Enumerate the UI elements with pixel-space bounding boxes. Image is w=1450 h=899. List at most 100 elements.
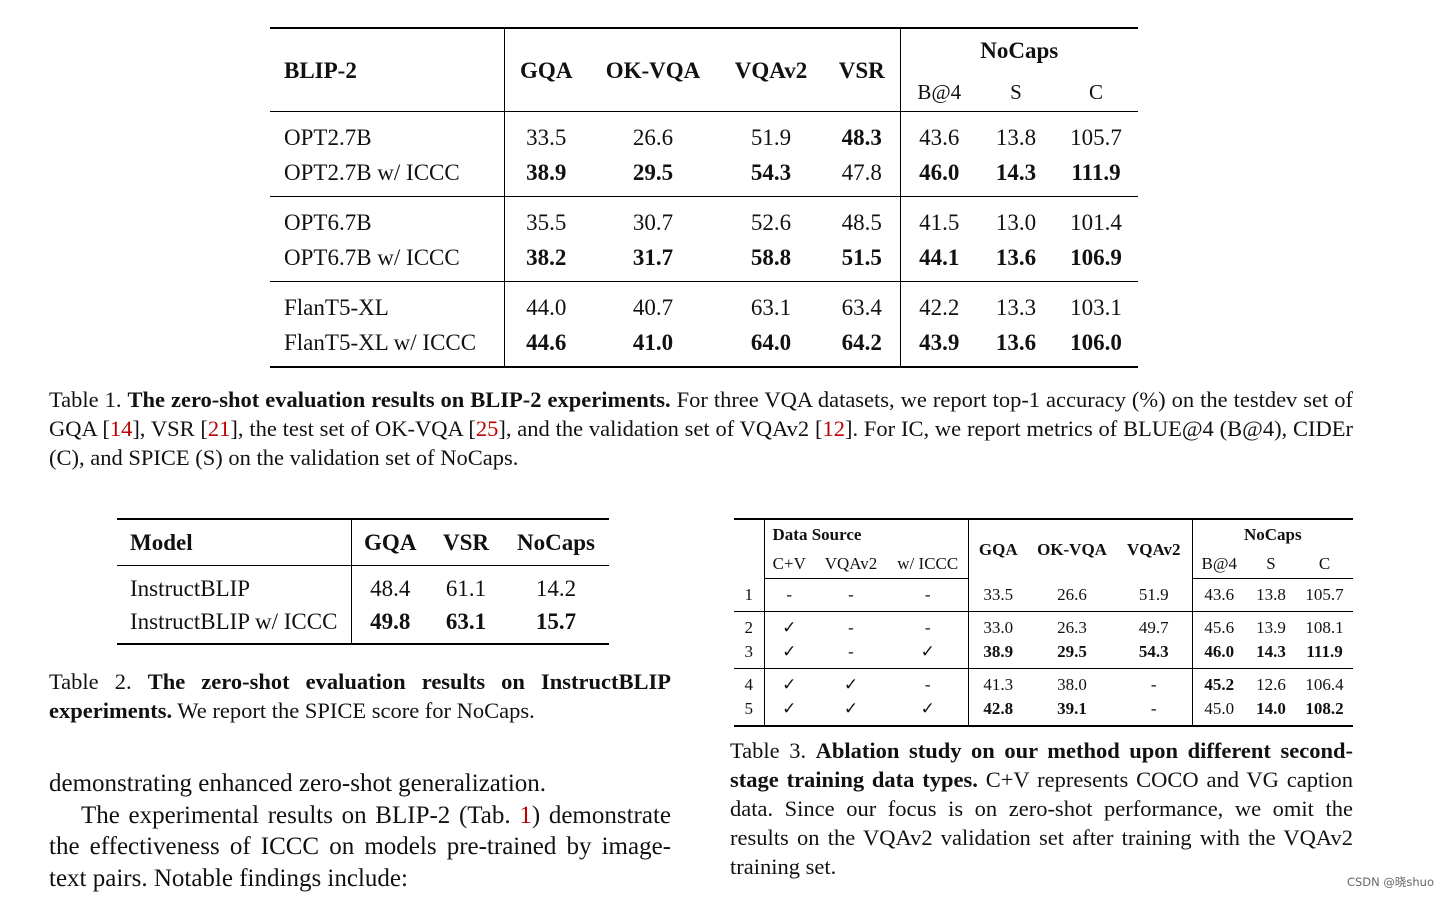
cell: 105.7 — [1070, 125, 1122, 150]
t1-header-vqav2: VQAv2 — [718, 28, 824, 112]
row-label: OPT2.7B w/ ICCC — [270, 155, 505, 197]
cell: 41.5 — [919, 210, 960, 235]
cell: 106.9 — [1054, 240, 1138, 282]
cell: 111.9 — [1054, 155, 1138, 197]
t2-header-vsr: VSR — [429, 519, 503, 566]
t2-header-model: Model — [117, 519, 352, 566]
cell: ✓ — [843, 675, 859, 694]
cell: 63.1 — [750, 295, 792, 320]
t3-header-gqa: GQA — [967, 519, 1029, 579]
cell: 33.5 — [526, 125, 567, 150]
t1-header-okvqa: OK-VQA — [588, 28, 718, 112]
cell: 51.9 — [750, 125, 792, 150]
body-text: ) demonstrate the effectiveness of ICCC … — [49, 801, 671, 892]
table-row: 2 ✓ - - 33.0 26.3 49.7 45.6 13.9 108.1 — [734, 611, 1353, 640]
caption-text: ], the test set of OK-VQA [ — [230, 416, 476, 441]
t3-header-b4: B@4 — [1192, 549, 1247, 579]
cell: 33.0 — [983, 618, 1014, 637]
cell: 46.0 — [900, 155, 978, 197]
caption-title: Ablation study on our method upon differ… — [730, 738, 1353, 792]
cell: 38.9 — [504, 155, 588, 197]
cell: 47.8 — [824, 155, 901, 197]
row-id: 3 — [734, 640, 765, 669]
t1-header-model: BLIP-2 — [270, 28, 505, 112]
table-3-caption: Table 3. Ablation study on our method up… — [730, 736, 1353, 881]
cell: 14.2 — [535, 576, 577, 601]
cell: - — [814, 578, 888, 612]
cell: ✓ — [782, 675, 797, 694]
cell: 26.3 — [1057, 618, 1087, 637]
cell: 29.5 — [1028, 640, 1117, 669]
cell: 41.3 — [983, 675, 1014, 694]
cell: ✓ — [888, 697, 969, 726]
cell: 43.9 — [919, 330, 960, 355]
caption-label: Table 3. — [730, 738, 816, 763]
t2-header-nocaps: NoCaps — [503, 519, 609, 566]
t3-header-cv: C+V — [764, 549, 814, 579]
cell: 41.0 — [632, 330, 674, 355]
t3-header-okvqa: OK-VQA — [1037, 539, 1107, 559]
cell: 51.5 — [824, 240, 901, 282]
table-row: 5 ✓ ✓ ✓ 42.8 39.1 - 45.0 14.0 108.2 — [734, 697, 1353, 726]
cell: 63.4 — [824, 281, 901, 325]
row-label: OPT2.7B — [270, 111, 505, 155]
cell: - — [1116, 697, 1193, 726]
cell: 49.7 — [1116, 611, 1193, 640]
t3-header-data-source: Data Source — [772, 525, 862, 544]
cell: 14.3 — [978, 155, 1054, 197]
cell: 52.6 — [750, 210, 792, 235]
table-1-caption: Table 1. The zero-shot evaluation result… — [49, 385, 1353, 472]
cell: ✓ — [764, 640, 814, 669]
body-paragraph: demonstrating enhanced zero-shot general… — [49, 768, 671, 894]
table-row: FlanT5-XL 44.0 40.7 63.1 63.4 42.2 13.3 … — [270, 281, 1138, 325]
table-1: BLIP-2 GQA OK-VQA VQAv2 VSR NoCaps B@4 S… — [270, 27, 1138, 368]
cell: 38.9 — [968, 640, 1029, 669]
cell: ✓ — [782, 618, 797, 637]
table-row: 3 ✓ - ✓ 38.9 29.5 54.3 46.0 14.3 111.9 — [734, 640, 1354, 669]
caption-text: ]. For IC, we report metrics of BLUE@4 (… — [49, 416, 1353, 470]
table-row: InstructBLIP 48.4 61.1 14.2 — [117, 565, 609, 605]
cell: 13.8 — [1246, 578, 1297, 612]
cell: - — [764, 578, 814, 612]
table-2: Model GQA VSR NoCaps InstructBLIP 48.4 6… — [117, 518, 609, 645]
t3-header-c: C — [1296, 549, 1354, 579]
cell: 30.7 — [632, 210, 674, 235]
t1-header-b4: B@4 — [900, 72, 978, 112]
table-row: FlanT5-XL w/ ICCC 44.6 41.0 64.0 64.2 43… — [270, 325, 1138, 367]
row-id: 5 — [734, 697, 765, 726]
caption-label: Table 2. — [49, 669, 148, 694]
citation-link[interactable]: 12 — [822, 416, 845, 441]
t2-header-gqa: GQA — [351, 519, 429, 566]
cell: 106.4 — [1305, 675, 1344, 694]
cell: 14.0 — [1256, 699, 1286, 718]
cell: 43.6 — [919, 125, 960, 150]
cell: 48.4 — [370, 576, 411, 601]
cell: 44.0 — [526, 295, 567, 320]
cell: 108.1 — [1305, 618, 1344, 637]
citation-link[interactable]: 14 — [109, 416, 133, 441]
cell: - — [888, 668, 969, 697]
cell: 64.0 — [750, 330, 792, 355]
cell: 13.0 — [995, 210, 1037, 235]
cell: 45.0 — [1204, 699, 1235, 718]
cell: 111.9 — [1296, 640, 1354, 669]
caption-label: Table 1. — [49, 387, 128, 412]
cell: 44.1 — [900, 240, 978, 282]
table-ref-link[interactable]: 1 — [519, 801, 532, 829]
t3-header-s: S — [1246, 549, 1297, 579]
table-row: OPT2.7B w/ ICCC 38.9 29.5 54.3 47.8 46.0… — [270, 155, 1138, 197]
row-label: FlanT5-XL w/ ICCC — [270, 325, 505, 367]
table-row: OPT6.7B w/ ICCC 38.2 31.7 58.8 51.5 44.1… — [270, 240, 1138, 282]
cell: ✓ — [888, 640, 969, 669]
cell: 54.3 — [718, 155, 824, 197]
citation-link[interactable]: 21 — [207, 416, 231, 441]
cell: 13.6 — [995, 330, 1037, 355]
t1-header-nocaps: NoCaps — [980, 38, 1059, 64]
body-paragraph-2: The experimental results on BLIP-2 (Tab.… — [49, 800, 671, 895]
caption-title: The zero-shot evaluation results on Inst… — [49, 669, 672, 723]
t1-header-s: S — [978, 72, 1054, 112]
cell: 42.2 — [919, 295, 960, 320]
table-row: OPT2.7B 33.5 26.6 51.9 48.3 43.6 13.8 10… — [270, 111, 1138, 155]
citation-link[interactable]: 25 — [475, 416, 499, 441]
table-row: 1 - - - 33.5 26.6 51.9 43.6 13.8 105.7 — [734, 578, 1354, 612]
